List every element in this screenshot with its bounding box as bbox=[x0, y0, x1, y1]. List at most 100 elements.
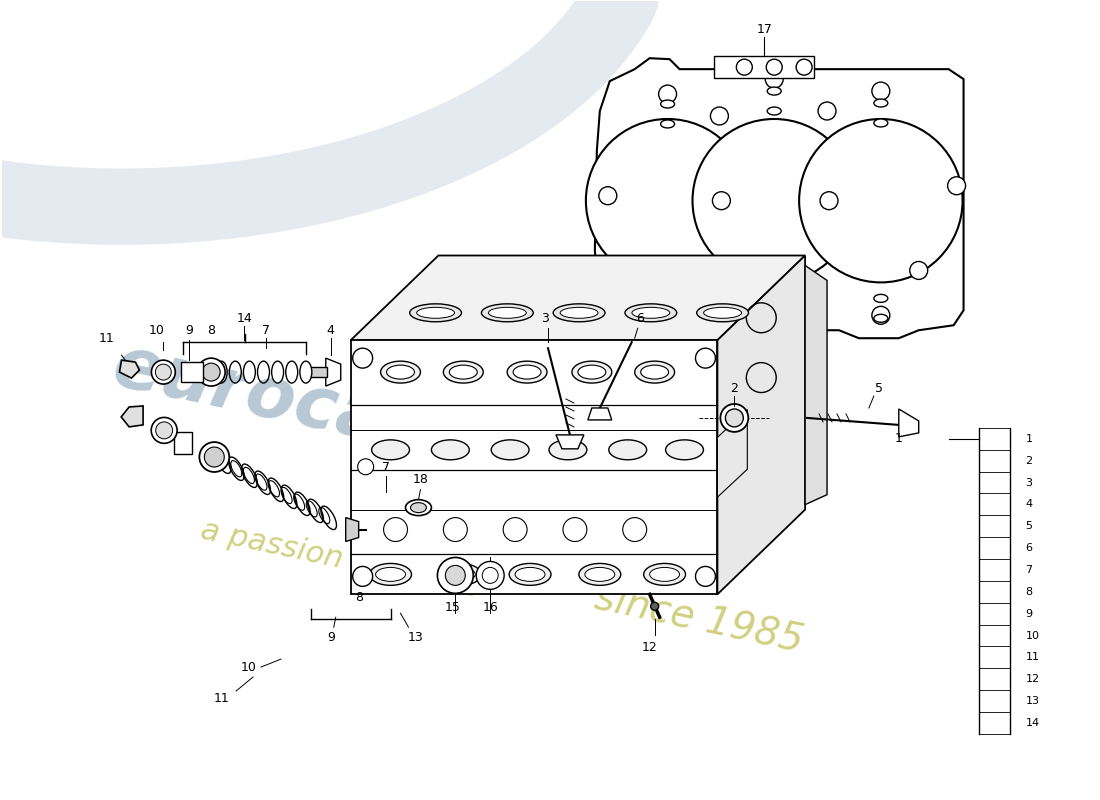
Circle shape bbox=[384, 518, 407, 542]
Text: 4: 4 bbox=[327, 324, 334, 337]
Ellipse shape bbox=[439, 563, 481, 586]
Ellipse shape bbox=[635, 361, 674, 383]
Ellipse shape bbox=[199, 442, 229, 472]
Circle shape bbox=[910, 262, 927, 279]
Ellipse shape bbox=[216, 361, 227, 383]
Ellipse shape bbox=[650, 567, 680, 582]
Text: 4: 4 bbox=[1025, 499, 1033, 510]
Ellipse shape bbox=[767, 302, 781, 310]
Circle shape bbox=[767, 59, 782, 75]
Ellipse shape bbox=[243, 361, 255, 383]
Circle shape bbox=[358, 458, 374, 474]
Ellipse shape bbox=[873, 99, 888, 107]
Ellipse shape bbox=[450, 365, 477, 379]
Text: 10: 10 bbox=[241, 661, 257, 674]
Ellipse shape bbox=[197, 358, 226, 386]
Circle shape bbox=[796, 59, 812, 75]
Circle shape bbox=[766, 70, 783, 88]
Ellipse shape bbox=[300, 361, 311, 383]
Ellipse shape bbox=[321, 506, 337, 530]
Ellipse shape bbox=[375, 567, 406, 582]
Ellipse shape bbox=[644, 563, 685, 586]
Polygon shape bbox=[805, 266, 827, 505]
Ellipse shape bbox=[513, 365, 541, 379]
Ellipse shape bbox=[661, 296, 674, 304]
Ellipse shape bbox=[661, 120, 674, 128]
Ellipse shape bbox=[443, 361, 483, 383]
Ellipse shape bbox=[767, 107, 781, 115]
Text: 2: 2 bbox=[1025, 456, 1033, 466]
Ellipse shape bbox=[482, 304, 534, 322]
Ellipse shape bbox=[295, 492, 310, 515]
Ellipse shape bbox=[272, 361, 284, 383]
Ellipse shape bbox=[625, 304, 676, 322]
Text: 7: 7 bbox=[1025, 565, 1033, 575]
Circle shape bbox=[659, 296, 676, 314]
Circle shape bbox=[659, 85, 676, 103]
Ellipse shape bbox=[767, 87, 781, 95]
Polygon shape bbox=[351, 340, 717, 594]
Circle shape bbox=[713, 192, 730, 210]
Text: 2: 2 bbox=[730, 382, 738, 394]
Ellipse shape bbox=[488, 307, 526, 318]
Ellipse shape bbox=[370, 563, 411, 586]
Text: 6: 6 bbox=[1025, 543, 1032, 553]
Circle shape bbox=[443, 518, 468, 542]
Circle shape bbox=[693, 119, 856, 282]
Ellipse shape bbox=[386, 365, 415, 379]
Ellipse shape bbox=[151, 418, 177, 443]
Ellipse shape bbox=[661, 100, 674, 108]
Text: 14: 14 bbox=[1025, 718, 1040, 728]
Circle shape bbox=[766, 311, 783, 330]
Text: 5: 5 bbox=[874, 382, 883, 394]
Ellipse shape bbox=[720, 404, 748, 432]
Ellipse shape bbox=[507, 361, 547, 383]
Circle shape bbox=[872, 306, 890, 324]
Circle shape bbox=[650, 602, 659, 610]
Text: 3: 3 bbox=[541, 312, 549, 325]
Polygon shape bbox=[345, 518, 359, 542]
Circle shape bbox=[476, 562, 504, 590]
Circle shape bbox=[821, 192, 838, 210]
Polygon shape bbox=[121, 406, 143, 427]
Text: 16: 16 bbox=[482, 601, 498, 614]
Ellipse shape bbox=[431, 440, 470, 460]
Polygon shape bbox=[326, 358, 341, 386]
Circle shape bbox=[623, 518, 647, 542]
Polygon shape bbox=[899, 409, 918, 437]
Text: 15: 15 bbox=[444, 601, 460, 614]
Ellipse shape bbox=[725, 409, 744, 427]
Text: 10: 10 bbox=[148, 324, 164, 337]
Text: 7: 7 bbox=[262, 324, 270, 337]
Circle shape bbox=[799, 119, 962, 282]
Text: 1: 1 bbox=[1025, 434, 1032, 444]
Polygon shape bbox=[351, 255, 805, 340]
Ellipse shape bbox=[156, 422, 173, 439]
Polygon shape bbox=[120, 360, 140, 378]
Ellipse shape bbox=[216, 450, 231, 474]
Ellipse shape bbox=[446, 567, 475, 582]
Ellipse shape bbox=[268, 478, 284, 502]
Ellipse shape bbox=[767, 322, 781, 330]
Circle shape bbox=[711, 107, 728, 125]
Ellipse shape bbox=[666, 440, 704, 460]
Circle shape bbox=[872, 82, 890, 100]
Ellipse shape bbox=[579, 563, 620, 586]
Text: 10: 10 bbox=[1025, 630, 1040, 641]
Ellipse shape bbox=[152, 360, 175, 384]
Polygon shape bbox=[717, 410, 747, 497]
Text: 7: 7 bbox=[382, 462, 389, 474]
Text: 17: 17 bbox=[757, 22, 772, 36]
Text: 12: 12 bbox=[1025, 674, 1040, 684]
Text: 9: 9 bbox=[327, 630, 334, 644]
Text: 8: 8 bbox=[354, 591, 363, 604]
Ellipse shape bbox=[553, 304, 605, 322]
Ellipse shape bbox=[585, 567, 615, 582]
Bar bbox=[174, 432, 191, 454]
Ellipse shape bbox=[873, 119, 888, 127]
Ellipse shape bbox=[409, 304, 462, 322]
Ellipse shape bbox=[578, 365, 606, 379]
Text: since 1985: since 1985 bbox=[592, 578, 807, 660]
Text: 6: 6 bbox=[636, 312, 644, 325]
Ellipse shape bbox=[549, 440, 587, 460]
